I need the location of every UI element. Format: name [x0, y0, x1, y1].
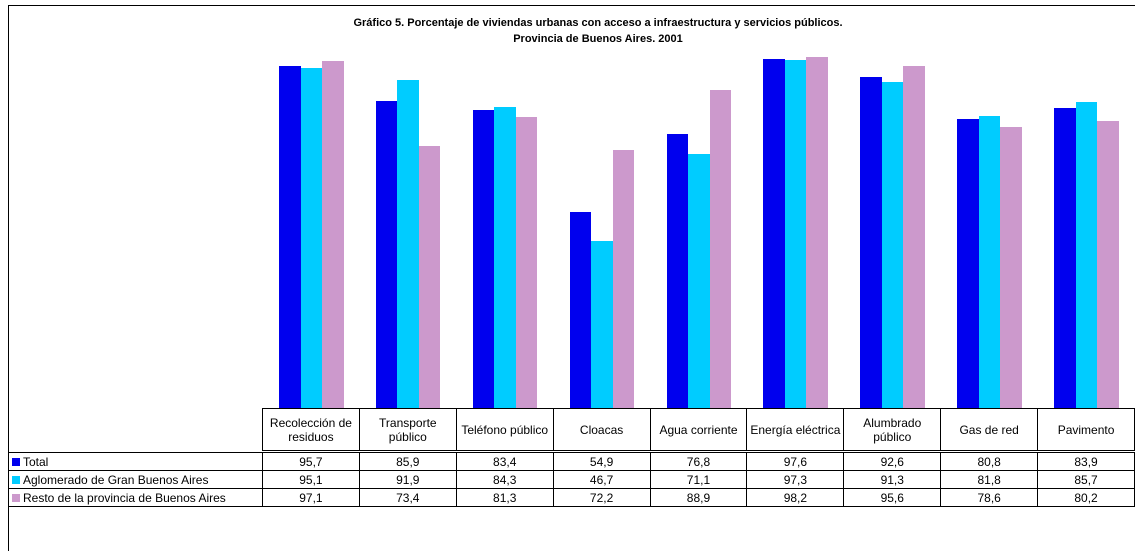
- category-label: Agua corriente: [649, 408, 748, 451]
- category-label: Teléfono público: [455, 408, 554, 451]
- bar: [279, 65, 301, 408]
- category-label: Recolección de residuos: [262, 408, 360, 451]
- bar: [881, 81, 904, 408]
- table-value: 98,2: [746, 488, 845, 507]
- bar: [591, 241, 613, 408]
- table-value: 71,1: [649, 470, 748, 489]
- legend-entry: Total: [8, 452, 263, 471]
- bar: [806, 57, 828, 408]
- legend-label: Resto de la provincia de Buenos Aires: [23, 490, 226, 505]
- bar: [1097, 121, 1119, 408]
- bar: [903, 66, 925, 408]
- bar: [1000, 127, 1022, 408]
- table-value: 80,2: [1037, 488, 1135, 507]
- table-value: 88,9: [649, 488, 748, 507]
- table-value: 54,9: [552, 452, 651, 471]
- table-value: 92,6: [843, 452, 942, 471]
- table-value: 95,7: [262, 452, 360, 471]
- legend-key: [12, 475, 20, 484]
- table-value: 95,6: [843, 488, 942, 507]
- table-value: 85,9: [358, 452, 457, 471]
- table-value: 73,4: [358, 488, 457, 507]
- table-value: 46,7: [552, 470, 651, 489]
- bar: [957, 119, 979, 408]
- table-value: 76,8: [649, 452, 748, 471]
- category-label: Transporte público: [358, 408, 457, 451]
- table-value: 97,3: [746, 470, 845, 489]
- table-value: 97,6: [746, 452, 845, 471]
- bar: [688, 153, 710, 408]
- bar: [1075, 101, 1098, 408]
- bar: [322, 60, 344, 408]
- category-label: Pavimento: [1037, 408, 1135, 451]
- bar: [978, 115, 1001, 408]
- bar: [515, 117, 538, 408]
- bar: [375, 100, 398, 408]
- bar: [472, 109, 495, 408]
- legend-entry: Resto de la provincia de Buenos Aires: [8, 488, 263, 507]
- table-value: 91,9: [358, 470, 457, 489]
- legend-entry: Aglomerado de Gran Buenos Aires: [8, 470, 263, 489]
- bar: [494, 106, 516, 408]
- legend-key: [12, 457, 20, 466]
- table-value: 83,4: [455, 452, 554, 471]
- table-value: 85,7: [1037, 470, 1135, 489]
- chart-title: Gráfico 5. Porcentaje de viviendas urban…: [353, 17, 843, 29]
- bar: [763, 59, 785, 408]
- table-value: 81,8: [940, 470, 1039, 489]
- bar: [860, 77, 882, 408]
- legend-label: Total: [23, 454, 49, 469]
- table-value: 97,1: [262, 488, 360, 507]
- table-value: 83,9: [1037, 452, 1135, 471]
- table-value: 84,3: [455, 470, 554, 489]
- table-value: 78,6: [940, 488, 1039, 507]
- category-label: Gas de red: [940, 408, 1039, 451]
- table-value: 91,3: [843, 470, 942, 489]
- bar: [418, 145, 441, 408]
- bar: [397, 79, 419, 408]
- table-value: 95,1: [262, 470, 360, 489]
- table-value: 80,8: [940, 452, 1039, 471]
- bar: [666, 133, 689, 408]
- table-value: 72,2: [552, 488, 651, 507]
- bar: [784, 60, 807, 408]
- bar: [709, 90, 732, 408]
- bar: [300, 68, 322, 408]
- bar: [1054, 108, 1076, 408]
- category-label: Cloacas: [552, 408, 651, 451]
- legend-key: [12, 493, 20, 502]
- table-value: 81,3: [455, 488, 554, 507]
- chart-frame: [8, 5, 1135, 551]
- category-label: Energía eléctrica: [746, 408, 845, 451]
- bar: [569, 211, 592, 408]
- legend-label: Aglomerado de Gran Buenos Aires: [23, 472, 209, 487]
- bar: [612, 149, 635, 408]
- category-label: Alumbrado público: [843, 408, 942, 451]
- chart-subtitle: Provincia de Buenos Aires. 2001: [513, 33, 683, 45]
